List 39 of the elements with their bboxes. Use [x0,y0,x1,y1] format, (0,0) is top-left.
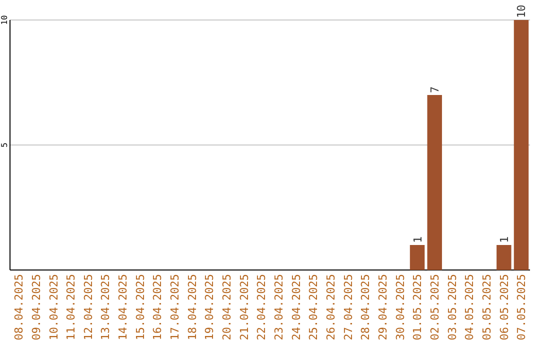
x-tick-label: 12.04.2025 [82,274,95,340]
x-tick-label: 20.04.2025 [220,274,234,340]
x-tick-label: 30.04.2025 [394,274,407,340]
x-tick-label: 02.05.2025 [428,274,442,340]
x-tick-label: 19.04.2025 [203,274,216,340]
x-tick-label: 28.04.2025 [359,274,372,340]
x-tick-label: 17.04.2025 [168,274,182,340]
x-tick-label: 04.05.2025 [463,274,476,340]
bar [496,245,512,270]
x-tick-label: 26.04.2025 [324,274,338,340]
data-label: 7 [428,86,442,93]
x-tick-label: 06.05.2025 [498,274,511,340]
x-tick-label: 07.05.2025 [515,274,528,340]
x-tick-label: 09.04.2025 [30,274,43,340]
x-tick-label: 14.04.2025 [116,274,130,340]
x-tick-label: 18.04.2025 [186,274,199,340]
x-tick-label: 24.04.2025 [290,274,303,340]
bar [427,95,442,270]
bar [410,245,425,270]
x-tick-label: 03.05.2025 [446,274,459,340]
x-tick-label: 16.04.2025 [151,274,164,340]
y-tick-label: 5 [0,142,9,148]
x-tick-label: 01.05.2025 [411,274,424,340]
x-tick-label: 27.04.2025 [342,274,355,340]
x-tick-label: 11.04.2025 [64,274,78,340]
x-tick-label: 23.04.2025 [272,274,286,340]
x-tick-label: 25.04.2025 [307,274,320,340]
x-tick-label: 10.04.2025 [47,274,60,340]
data-label: 1 [411,236,424,243]
x-tick-label: 13.04.2025 [99,274,112,340]
x-tick-label: 21.04.2025 [238,274,251,340]
bar [514,20,529,270]
x-tick-label: 15.04.2025 [134,274,147,340]
data-label: 10 [515,4,528,18]
x-tick-label: 05.05.2025 [480,274,494,340]
x-tick-label: 08.04.2025 [12,274,26,340]
x-tick-label: 29.04.2025 [376,274,390,340]
data-label: 1 [498,236,511,243]
x-tick-label: 22.04.2025 [255,274,268,340]
